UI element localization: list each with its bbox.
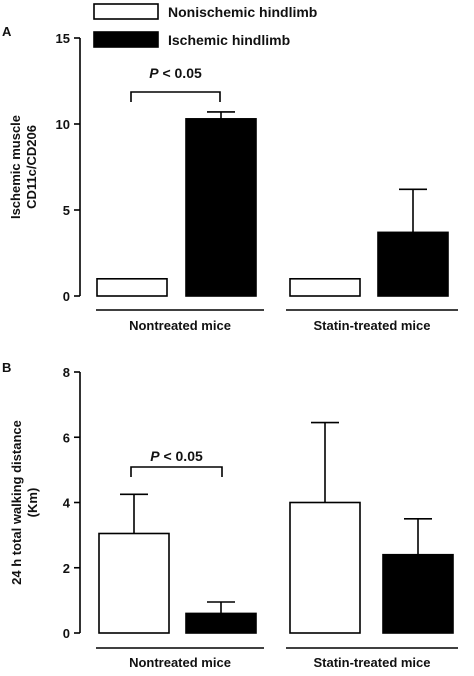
significance-label: P < 0.05 [150, 448, 203, 464]
group-label: Statin-treated mice [313, 655, 430, 670]
bar [289, 277, 361, 297]
legend-swatch-ischemic [93, 31, 159, 48]
legend-label-ischemic: Ischemic hindlimb [168, 32, 290, 48]
panel-label-a: A [2, 24, 12, 39]
y-tick-label: 10 [56, 117, 70, 132]
bar [377, 231, 449, 297]
y-axis-title: (Km) [25, 488, 40, 518]
legend-swatch-nonischemic [93, 3, 159, 20]
significance-bracket [130, 466, 223, 477]
group-label: Statin-treated mice [313, 318, 430, 333]
y-tick-label: 5 [63, 203, 70, 218]
bar [98, 532, 170, 634]
panel-a: A 0 5 10 15 Ischemic muscle CD11c/CD206 Nontrea… [2, 24, 458, 333]
bar [185, 612, 257, 634]
y-tick-label: 0 [63, 289, 70, 304]
group-label: Nontreated mice [129, 318, 231, 333]
y-tick-label: 6 [63, 430, 70, 445]
bar [289, 501, 361, 634]
y-axis-title: Ischemic muscle [8, 115, 23, 219]
bar [185, 118, 257, 297]
bar [382, 553, 454, 634]
y-axis-title: CD11c/CD206 [24, 125, 39, 209]
y-tick-label: 2 [63, 561, 70, 576]
significance-label: P < 0.05 [149, 65, 202, 81]
y-tick-label: 8 [63, 365, 70, 380]
panel-b: B 0 2 4 6 8 24 h total walking distance (Km) Non… [2, 360, 458, 670]
y-tick-label: 0 [63, 626, 70, 641]
y-axis-title: 24 h total walking distance [9, 420, 24, 585]
group-label: Nontreated mice [129, 655, 231, 670]
bar [96, 277, 168, 297]
y-tick-label: 15 [56, 31, 70, 46]
significance-bracket [130, 91, 221, 102]
legend: Nonischemic hindlimb Ischemic hindlimb [93, 3, 317, 48]
panel-label-b: B [2, 360, 11, 375]
legend-label-nonischemic: Nonischemic hindlimb [168, 4, 317, 20]
y-tick-label: 4 [63, 496, 71, 511]
